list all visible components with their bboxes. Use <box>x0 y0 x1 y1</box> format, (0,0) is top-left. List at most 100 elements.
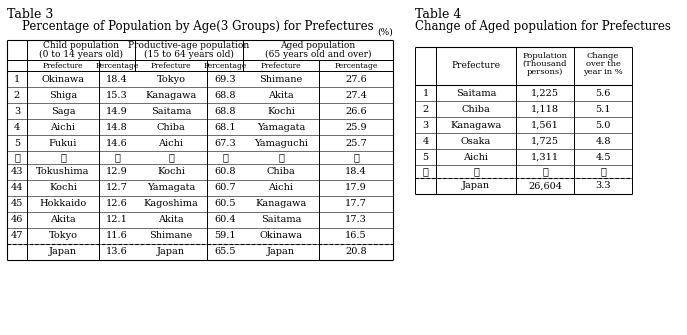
Text: Okinawa: Okinawa <box>260 231 302 241</box>
Text: 5.0: 5.0 <box>596 121 611 130</box>
Text: 18.4: 18.4 <box>106 74 128 83</box>
Text: 11.6: 11.6 <box>106 231 128 241</box>
Text: 1,225: 1,225 <box>531 88 559 97</box>
Text: 1,561: 1,561 <box>531 121 559 130</box>
Text: ⋮: ⋮ <box>473 167 479 176</box>
Text: (0 to 14 years old): (0 to 14 years old) <box>39 50 123 59</box>
Text: Yamagata: Yamagata <box>257 123 305 132</box>
Text: Population: Population <box>523 52 567 60</box>
Text: Tokushima: Tokushima <box>36 168 90 177</box>
Text: Tokyo: Tokyo <box>157 74 185 83</box>
Text: (65 years old and over): (65 years old and over) <box>264 50 371 59</box>
Text: 17.7: 17.7 <box>345 200 367 208</box>
Text: 3: 3 <box>423 121 429 130</box>
Text: 1,118: 1,118 <box>531 105 559 114</box>
Text: Aichi: Aichi <box>51 123 76 132</box>
Text: Child population: Child population <box>43 42 119 51</box>
Text: 68.8: 68.8 <box>214 90 236 99</box>
Text: ⋮: ⋮ <box>168 153 174 162</box>
Text: 1: 1 <box>14 74 20 83</box>
Text: Akita: Akita <box>50 215 76 224</box>
Text: 60.8: 60.8 <box>214 168 236 177</box>
Text: 12.9: 12.9 <box>106 168 128 177</box>
Text: Hokkaido: Hokkaido <box>39 200 87 208</box>
Text: 47: 47 <box>11 231 23 241</box>
Text: Saitama: Saitama <box>151 107 191 116</box>
Text: ⋮: ⋮ <box>222 153 228 162</box>
Text: Kanagawa: Kanagawa <box>146 90 196 99</box>
Text: 5.1: 5.1 <box>595 105 611 114</box>
Text: Prefecture: Prefecture <box>260 62 302 69</box>
Text: Japan: Japan <box>157 248 185 257</box>
Text: Kanagawa: Kanagawa <box>256 200 306 208</box>
Text: 14.9: 14.9 <box>106 107 128 116</box>
Text: 2: 2 <box>14 90 20 99</box>
Text: 60.7: 60.7 <box>214 184 236 193</box>
Text: 46: 46 <box>11 215 23 224</box>
Text: 43: 43 <box>11 168 23 177</box>
Text: 2: 2 <box>423 105 429 114</box>
Text: 25.7: 25.7 <box>345 138 367 147</box>
Text: ⋮: ⋮ <box>353 153 359 162</box>
Text: 12.6: 12.6 <box>106 200 128 208</box>
Text: Table 3: Table 3 <box>7 8 54 21</box>
Text: 59.1: 59.1 <box>214 231 236 241</box>
Text: 5: 5 <box>14 138 20 147</box>
Text: 5: 5 <box>423 152 429 161</box>
Text: 17.9: 17.9 <box>345 184 367 193</box>
Text: Yamaguchi: Yamaguchi <box>254 138 308 147</box>
Text: 60.5: 60.5 <box>214 200 236 208</box>
Text: Change of Aged population for Prefectures: Change of Aged population for Prefecture… <box>415 20 671 33</box>
Text: Prefecture: Prefecture <box>43 62 83 69</box>
Text: Akita: Akita <box>268 90 294 99</box>
Text: 1,725: 1,725 <box>531 136 559 145</box>
Text: 18.4: 18.4 <box>345 168 367 177</box>
Text: Change: Change <box>587 52 619 60</box>
Text: 4.8: 4.8 <box>595 136 611 145</box>
Text: Osaka: Osaka <box>461 136 491 145</box>
Text: over the: over the <box>585 60 620 68</box>
Text: Aichi: Aichi <box>269 184 293 193</box>
Text: 65.5: 65.5 <box>214 248 236 257</box>
Text: 27.6: 27.6 <box>345 74 367 83</box>
Text: Saitama: Saitama <box>261 215 301 224</box>
Text: 12.1: 12.1 <box>106 215 128 224</box>
Text: ⋮: ⋮ <box>114 153 120 162</box>
Text: Tokyo: Tokyo <box>49 231 78 241</box>
Text: Yamagata: Yamagata <box>147 184 195 193</box>
Text: (%): (%) <box>377 28 393 37</box>
Text: ⋮: ⋮ <box>542 167 548 176</box>
Text: 68.1: 68.1 <box>214 123 236 132</box>
Text: 27.4: 27.4 <box>345 90 367 99</box>
Text: 45: 45 <box>11 200 23 208</box>
Text: Kagoshima: Kagoshima <box>144 200 199 208</box>
Text: Aged population: Aged population <box>280 42 356 51</box>
Text: 3.3: 3.3 <box>595 182 611 191</box>
Text: ⋮: ⋮ <box>600 167 606 176</box>
Text: 14.8: 14.8 <box>106 123 128 132</box>
Text: 12.7: 12.7 <box>106 184 128 193</box>
Text: (15 to 64 years old): (15 to 64 years old) <box>144 50 234 59</box>
Text: Percentage of Population by Age(3 Groups) for Prefectures: Percentage of Population by Age(3 Groups… <box>22 20 374 33</box>
Text: 60.4: 60.4 <box>214 215 236 224</box>
Text: Kanagawa: Kanagawa <box>451 121 502 130</box>
Text: year in %: year in % <box>583 68 623 76</box>
Text: ⋮: ⋮ <box>14 153 20 162</box>
Text: 14.6: 14.6 <box>106 138 128 147</box>
Text: 67.3: 67.3 <box>214 138 236 147</box>
Text: Aichi: Aichi <box>464 152 488 161</box>
Text: 17.3: 17.3 <box>345 215 367 224</box>
Text: Japan: Japan <box>267 248 295 257</box>
Text: 25.9: 25.9 <box>345 123 367 132</box>
Text: 5.6: 5.6 <box>596 88 611 97</box>
Text: 69.3: 69.3 <box>214 74 236 83</box>
Text: 16.5: 16.5 <box>345 231 367 241</box>
Text: 15.3: 15.3 <box>106 90 128 99</box>
Text: Aichi: Aichi <box>159 138 183 147</box>
Text: Fukui: Fukui <box>49 138 77 147</box>
Text: 1: 1 <box>423 88 429 97</box>
Text: 3: 3 <box>14 107 20 116</box>
Text: 26.6: 26.6 <box>345 107 367 116</box>
Text: Chiba: Chiba <box>267 168 295 177</box>
Text: 44: 44 <box>11 184 23 193</box>
